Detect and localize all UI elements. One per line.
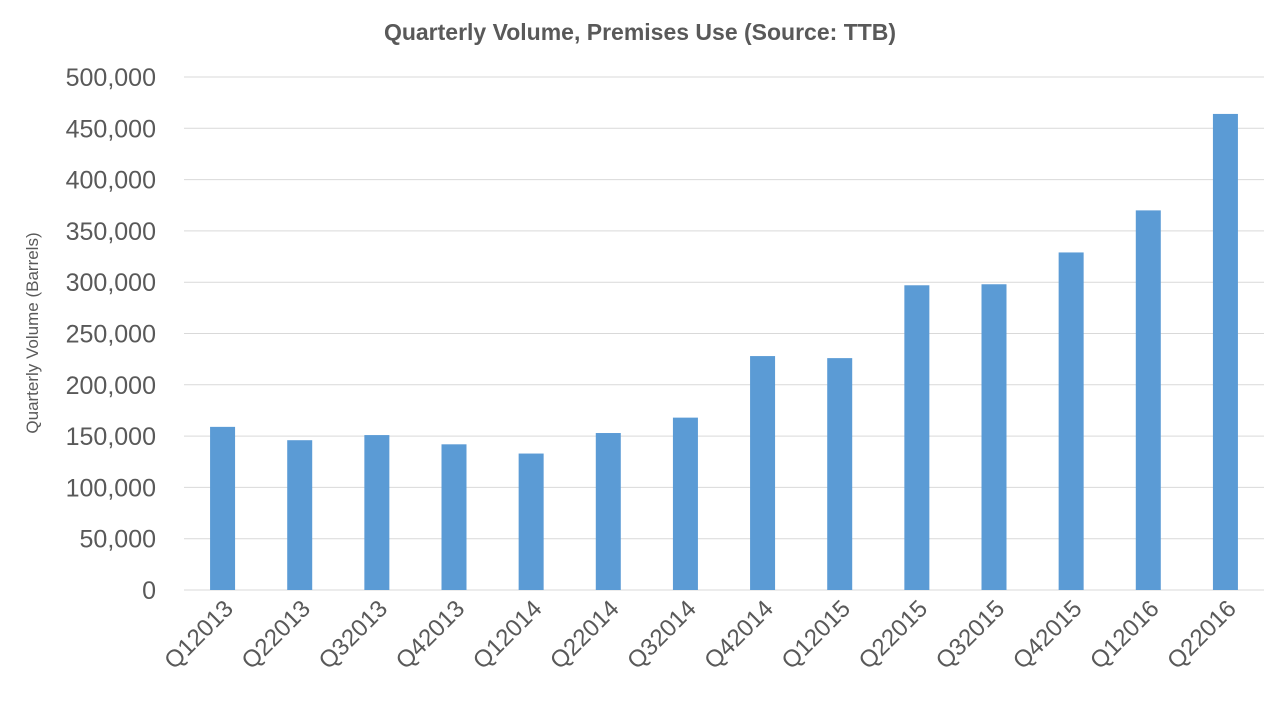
- x-tick-label: Q12015: [776, 595, 855, 674]
- bar: [981, 284, 1007, 590]
- x-tick-label: Q22014: [545, 595, 624, 674]
- x-tick-label: Q32015: [931, 595, 1010, 674]
- x-tick-label: Q32014: [622, 595, 701, 674]
- bar: [750, 356, 776, 590]
- x-axis-ticks: Q12013Q22013Q32013Q42013Q12014Q22014Q320…: [159, 595, 1241, 674]
- bar: [210, 426, 236, 590]
- x-tick-label: Q22015: [854, 595, 933, 674]
- bar: [904, 285, 930, 590]
- y-axis-ticks: 0 50,000 100,000 150,000 200,000 250,000 300,0…: [66, 64, 156, 605]
- x-tick-label: Q12013: [159, 595, 238, 674]
- x-tick-label: Q12014: [468, 595, 547, 674]
- bars: [210, 113, 1238, 591]
- y-tick-label: 100,000: [66, 474, 156, 502]
- y-tick-label: 350,000: [66, 218, 156, 246]
- x-tick-label: Q22013: [236, 595, 315, 674]
- gridlines: [184, 76, 1264, 591]
- y-tick-label: 200,000: [66, 372, 156, 400]
- bar: [595, 433, 621, 590]
- bar: [672, 417, 698, 590]
- y-tick-label: 150,000: [66, 423, 156, 451]
- y-tick-label: 0: [142, 577, 156, 605]
- y-tick-label: 500,000: [66, 64, 156, 92]
- x-tick-label: Q42013: [391, 595, 470, 674]
- bar: [1212, 113, 1238, 590]
- bar: [1058, 252, 1084, 591]
- y-tick-label: 250,000: [66, 321, 156, 349]
- bar: [1135, 210, 1161, 590]
- y-tick-label: 300,000: [66, 269, 156, 297]
- bar: [518, 453, 544, 590]
- chart-title: Quarterly Volume, Premises Use (Source: …: [384, 19, 896, 45]
- x-tick-label: Q32013: [314, 595, 393, 674]
- y-tick-label: 50,000: [80, 526, 156, 554]
- bar: [441, 444, 467, 590]
- bar: [287, 440, 313, 590]
- x-tick-label: Q12016: [1085, 595, 1164, 674]
- y-tick-label: 450,000: [66, 115, 156, 143]
- x-tick-label: Q22016: [1162, 595, 1241, 674]
- x-tick-label: Q42015: [1008, 595, 1087, 674]
- y-tick-label: 400,000: [66, 167, 156, 195]
- bar: [364, 435, 390, 590]
- x-tick-label: Q42014: [699, 595, 778, 674]
- y-axis-title: Quarterly Volume (Barrels): [23, 232, 42, 433]
- bar: [827, 358, 853, 590]
